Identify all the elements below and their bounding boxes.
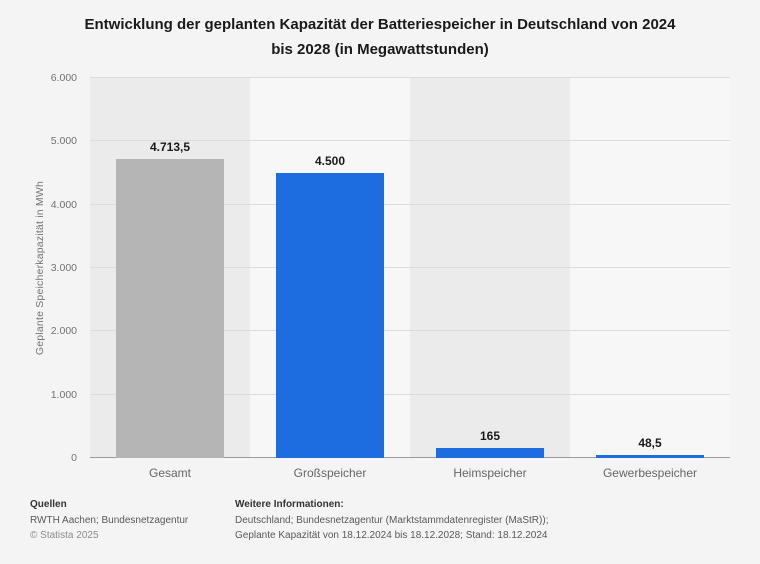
y-axis-ticks: 0 1.000 2.000 3.000 4.000 5.000 6.000 [0,72,83,464]
y-tick-label: 2.000 [50,325,77,338]
chart-title: Entwicklung der geplanten Kapazität der … [84,16,676,58]
gridline [90,267,730,268]
category-slot: 165 [410,78,570,458]
gridline [90,330,730,332]
sources-heading: Quellen [30,499,67,510]
x-axis-line [90,457,730,458]
bar-gewerbespeicher[interactable] [595,454,705,458]
bars-layer: 4.713,5 4.500 165 48,5 [90,78,730,458]
gridline [90,203,730,205]
y-tick-label: 4.000 [50,198,77,211]
footer: Quellen RWTH Aachen; Bundesnetzagentur ©… [30,497,745,544]
x-category-label: Heimspeicher [453,466,527,480]
info-line: Deutschland; Bundesnetzagentur (Marktsta… [235,514,549,526]
gridline-layer [90,77,730,458]
bar-heimspeicher[interactable] [435,447,545,458]
category-slot: 48,5 [570,78,730,458]
gridline [90,393,730,395]
y-tick-label: 1.000 [50,388,77,401]
x-category-label: Großspeicher [293,466,367,480]
bar-großspeicher[interactable] [275,173,385,458]
bar-gesamt[interactable] [115,159,225,458]
y-tick-label: 6.000 [50,72,77,84]
info-line: Geplante Kapazität von 18.12.2024 bis 18… [235,530,548,541]
gridline [90,140,730,142]
footer-info: Weitere Informationen: Deutschland; Bund… [235,497,745,544]
bar-value-label: 48,5 [638,435,662,450]
footer-sources: Quellen RWTH Aachen; Bundesnetzagentur ©… [30,497,235,544]
bar-value-label: 165 [479,428,501,443]
bar-value-label: 4.713,5 [149,140,191,155]
y-tick-label: 5.000 [50,135,77,148]
x-category-label: Gewerbespeicher [602,466,698,480]
gridline [90,77,730,78]
x-axis-labels: Gesamt Großspeicher Heimspeicher Gewerbespe… [90,466,730,480]
category-slot: 4.500 [250,78,410,458]
x-category-label: Gesamt [148,466,191,480]
copyright: © Statista 2025 [30,530,99,541]
y-tick-label: 0 [71,452,77,464]
plot-area: 4.713,5 4.500 165 48,5 [90,77,730,458]
bar-value-label: 4.500 [314,154,346,168]
info-heading: Weitere Informationen: [235,499,344,510]
category-slot: 4.713,5 [90,78,250,458]
sources-line: RWTH Aachen; Bundesnetzagentur [30,514,189,526]
y-tick-label: 3.000 [50,262,77,274]
